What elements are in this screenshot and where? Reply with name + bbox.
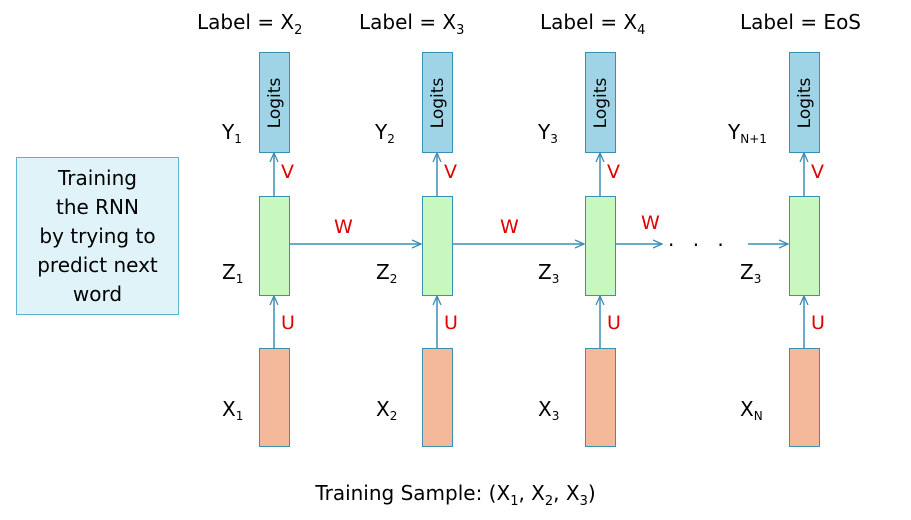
label-target-1: Label = X2 [197, 10, 303, 38]
z-label-3: Z3 [538, 260, 560, 286]
hidden-state-box-1 [259, 196, 290, 296]
caption-text: Training the RNN by trying to predict ne… [37, 165, 158, 306]
y-label-3: Y3 [538, 120, 558, 146]
w-weight-label-1: W [334, 216, 353, 238]
w-weight-label-2: W [500, 216, 519, 238]
x-label-2: X2 [376, 397, 398, 423]
u-weight-label-1: U [281, 312, 295, 334]
v-weight-label-2: V [444, 161, 457, 183]
logits-box-1: Logits [259, 52, 290, 153]
x-label-4: XN [740, 397, 763, 423]
w-weight-label-3: W [641, 212, 660, 234]
logits-box-3: Logits [585, 52, 616, 153]
z-label-4: Z3 [740, 260, 762, 286]
input-box-1 [259, 348, 290, 447]
label-target-2: Label = X3 [359, 10, 465, 38]
x-label-1: X1 [222, 397, 244, 423]
z-label-1: Z1 [222, 260, 244, 286]
label-target-3: Label = X4 [540, 10, 646, 38]
hidden-state-box-4 [789, 196, 820, 296]
v-weight-label-1: V [281, 161, 294, 183]
v-weight-label-3: V [607, 161, 620, 183]
v-weight-label-4: V [811, 161, 824, 183]
y-label-2: Y2 [375, 120, 395, 146]
z-label-2: Z2 [376, 260, 398, 286]
logits-box-4: Logits [789, 52, 820, 153]
u-weight-label-2: U [444, 312, 458, 334]
logits-box-2: Logits [422, 52, 453, 153]
hidden-state-box-2 [422, 196, 453, 296]
caption-box: Training the RNN by trying to predict ne… [16, 157, 179, 315]
input-box-4 [789, 348, 820, 447]
u-weight-label-4: U [811, 312, 825, 334]
training-sample-caption: Training Sample: (X1, X2, X3) [315, 481, 596, 509]
u-weight-label-3: U [607, 312, 621, 334]
ellipsis: · · · [668, 233, 730, 257]
input-box-3 [585, 348, 616, 447]
y-label-1: Y1 [222, 120, 242, 146]
label-target-4: Label = EoS [740, 10, 861, 34]
x-label-3: X3 [538, 397, 560, 423]
hidden-state-box-3 [585, 196, 616, 296]
y-label-4: YN+1 [728, 120, 767, 146]
input-box-2 [422, 348, 453, 447]
